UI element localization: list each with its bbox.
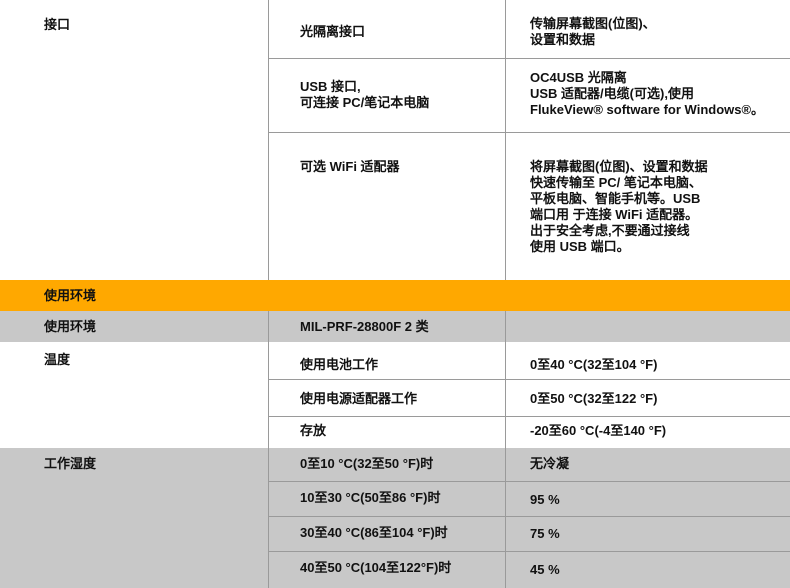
column-divider bbox=[268, 311, 269, 588]
section-header-band bbox=[0, 280, 790, 311]
temperature-name: 使用电源适配器工作 bbox=[300, 391, 418, 406]
humidity-row-bg bbox=[0, 448, 790, 588]
humidity-value: 45 % bbox=[530, 562, 560, 577]
interface-label: 接口 bbox=[44, 17, 71, 32]
interface-value: 传输屏幕截图(位图)、 设置和数据 bbox=[530, 16, 656, 47]
section-title: 使用环境 bbox=[44, 288, 97, 303]
interface-name: 可选 WiFi 适配器 bbox=[300, 159, 400, 174]
interface-name: USB 接口, 可连接 PC/笔记本电脑 bbox=[300, 79, 430, 110]
row-divider bbox=[268, 551, 790, 552]
humidity-name: 30至40 °C(86至104 °F)时 bbox=[300, 525, 448, 540]
humidity-name: 40至50 °C(104至122°F)时 bbox=[300, 560, 452, 575]
interface-value: 将屏幕截图(位图)、设置和数据 快速传输至 PC/ 笔记本电脑、 平板电脑、智能… bbox=[530, 159, 708, 254]
row-divider bbox=[268, 132, 790, 133]
environment-value: MIL-PRF-28800F 2 类 bbox=[300, 319, 429, 334]
interface-name: 光隔离接口 bbox=[300, 24, 366, 39]
temperature-label: 温度 bbox=[44, 352, 71, 367]
temperature-value: -20至60 °C(-4至140 °F) bbox=[530, 423, 667, 438]
humidity-label: 工作湿度 bbox=[44, 456, 97, 471]
humidity-value: 95 % bbox=[530, 492, 560, 507]
humidity-value: 无冷凝 bbox=[530, 456, 570, 471]
temperature-name: 存放 bbox=[300, 423, 327, 438]
row-divider bbox=[268, 58, 790, 59]
row-divider bbox=[268, 379, 790, 380]
humidity-value: 75 % bbox=[530, 526, 560, 541]
humidity-name: 10至30 °C(50至86 °F)时 bbox=[300, 490, 441, 505]
interface-value: OC4USB 光隔离 USB 适配器/电缆(可选),使用 FlukeView® … bbox=[530, 70, 765, 117]
environment-row-bg bbox=[0, 311, 790, 342]
humidity-name: 0至10 °C(32至50 °F)时 bbox=[300, 456, 434, 471]
temperature-name: 使用电池工作 bbox=[300, 357, 379, 372]
temperature-value: 0至50 °C(32至122 °F) bbox=[530, 391, 658, 406]
column-divider bbox=[268, 0, 269, 280]
column-divider bbox=[505, 311, 506, 588]
column-divider bbox=[505, 0, 506, 280]
row-divider bbox=[268, 481, 790, 482]
row-divider bbox=[268, 416, 790, 417]
row-divider bbox=[268, 516, 790, 517]
temperature-value: 0至40 °C(32至104 °F) bbox=[530, 357, 658, 372]
environment-label: 使用环境 bbox=[44, 319, 97, 334]
